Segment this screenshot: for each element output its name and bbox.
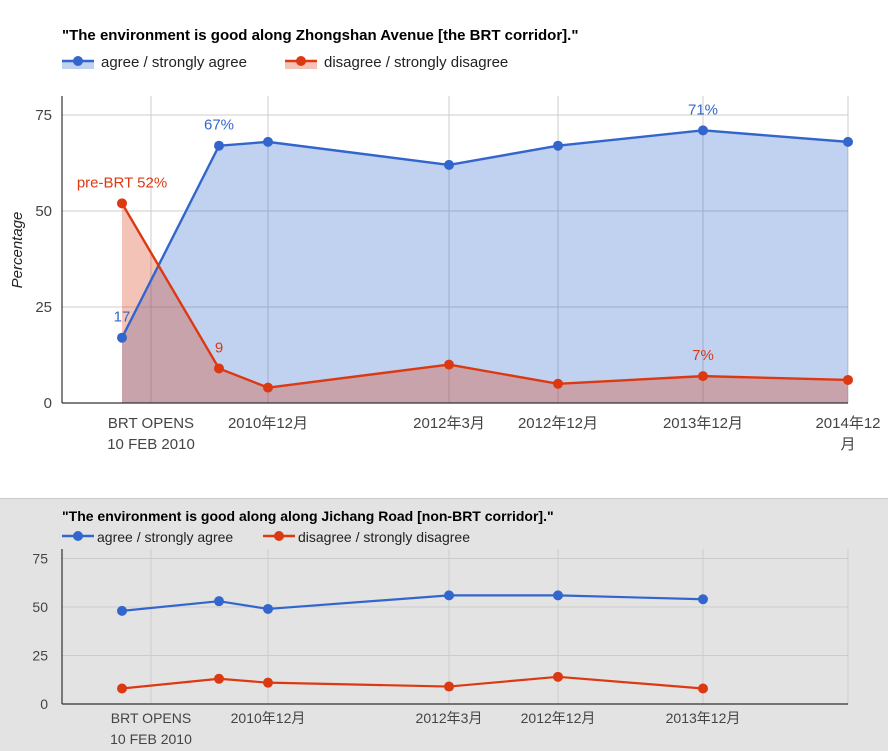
data-point-agree: [117, 605, 127, 616]
series-line-agree: [121, 594, 704, 612]
x-tick-label: 2012年3月: [416, 710, 483, 726]
data-point-agree: [263, 603, 273, 614]
legend-item-disagree: disagree / strongly disagree: [263, 529, 470, 545]
x-tick-label: BRT OPENS: [108, 415, 194, 432]
data-label-disagree: 9: [215, 339, 223, 356]
x-tick-label: 2010年12月: [231, 710, 306, 726]
series-line-disagree: [121, 675, 704, 690]
legend-label: agree / strongly agree: [101, 54, 247, 71]
legend-label: agree / strongly agree: [97, 529, 233, 545]
data-point-disagree: [444, 359, 454, 370]
legend-marker: [73, 531, 83, 541]
x-tick-label: 月: [840, 436, 855, 453]
data-point-agree: [263, 136, 273, 147]
chart-zhongshan: "The environment is good along Zhongshan…: [9, 27, 881, 453]
series-area-disagree: [122, 203, 848, 403]
legend-label: disagree / strongly disagree: [324, 54, 508, 71]
data-point-agree: [214, 596, 224, 607]
data-point-disagree: [698, 683, 708, 694]
data-point-agree: [214, 140, 224, 151]
y-tick-label: 0: [44, 395, 52, 412]
data-point-disagree: [553, 671, 563, 682]
x-tick-label: 2012年12月: [521, 710, 596, 726]
y-tick-label: 25: [35, 299, 52, 316]
data-point-agree: [117, 332, 127, 343]
y-tick-label: 75: [32, 551, 48, 567]
x-tick-label: 2014年12: [815, 415, 880, 432]
y-tick-label: 0: [40, 696, 48, 712]
x-tick-label: 2010年12月: [228, 415, 308, 432]
data-point-disagree: [263, 677, 273, 688]
data-point-agree: [698, 594, 708, 605]
y-tick-label: 25: [32, 648, 48, 664]
x-tick-label: 2013年12月: [663, 415, 743, 432]
data-point-disagree: [214, 363, 224, 374]
data-label-agree: 71%: [688, 101, 718, 118]
legend-label: disagree / strongly disagree: [298, 529, 470, 545]
data-label-disagree: pre-BRT 52%: [77, 174, 167, 191]
data-point-disagree: [553, 378, 563, 389]
x-tick-label: 2013年12月: [666, 710, 741, 726]
data-point-disagree: [444, 681, 454, 692]
x-tick-label: 10 FEB 2010: [110, 731, 192, 747]
data-point-agree: [444, 159, 454, 170]
y-axis-title: Percentage: [9, 212, 26, 289]
data-point-disagree: [698, 371, 708, 382]
data-label-agree: 17: [114, 309, 131, 326]
data-point-agree: [553, 590, 563, 601]
data-point-agree: [698, 125, 708, 136]
data-label-agree: 67%: [204, 117, 234, 134]
x-tick-label: 10 FEB 2010: [107, 436, 195, 453]
data-point-disagree: [117, 683, 127, 694]
data-point-disagree: [843, 374, 853, 385]
y-tick-label: 75: [35, 107, 52, 124]
data-point-agree: [444, 590, 454, 601]
legend-item-disagree: disagree / strongly disagree: [285, 54, 508, 71]
legend-marker: [73, 56, 83, 66]
legend-marker: [296, 56, 306, 66]
y-tick-label: 50: [32, 599, 48, 615]
x-tick-label: 2012年12月: [518, 415, 598, 432]
data-point-disagree: [214, 673, 224, 684]
y-tick-label: 50: [35, 203, 52, 220]
x-tick-label: 2012年3月: [413, 415, 485, 432]
chart-panel-zhongshan: "The environment is good along Zhongshan…: [9, 27, 881, 453]
legend-marker: [274, 531, 284, 541]
chart-title: "The environment is good along Zhongshan…: [62, 27, 578, 44]
chart-panel-jichang: "The environment is good along along Jic…: [0, 498, 888, 751]
data-label-disagree: 7%: [692, 347, 714, 364]
series-area-agree: [122, 130, 848, 404]
x-tick-label: BRT OPENS: [111, 710, 191, 726]
legend-item-agree: agree / strongly agree: [62, 54, 247, 71]
data-point-disagree: [263, 382, 273, 393]
chart-title: "The environment is good along along Jic…: [62, 508, 554, 524]
data-point-agree: [553, 140, 563, 151]
chart-jichang: "The environment is good along along Jic…: [32, 508, 849, 747]
data-point-agree: [843, 136, 853, 147]
data-point-disagree: [117, 198, 127, 209]
legend-item-agree: agree / strongly agree: [62, 529, 233, 545]
